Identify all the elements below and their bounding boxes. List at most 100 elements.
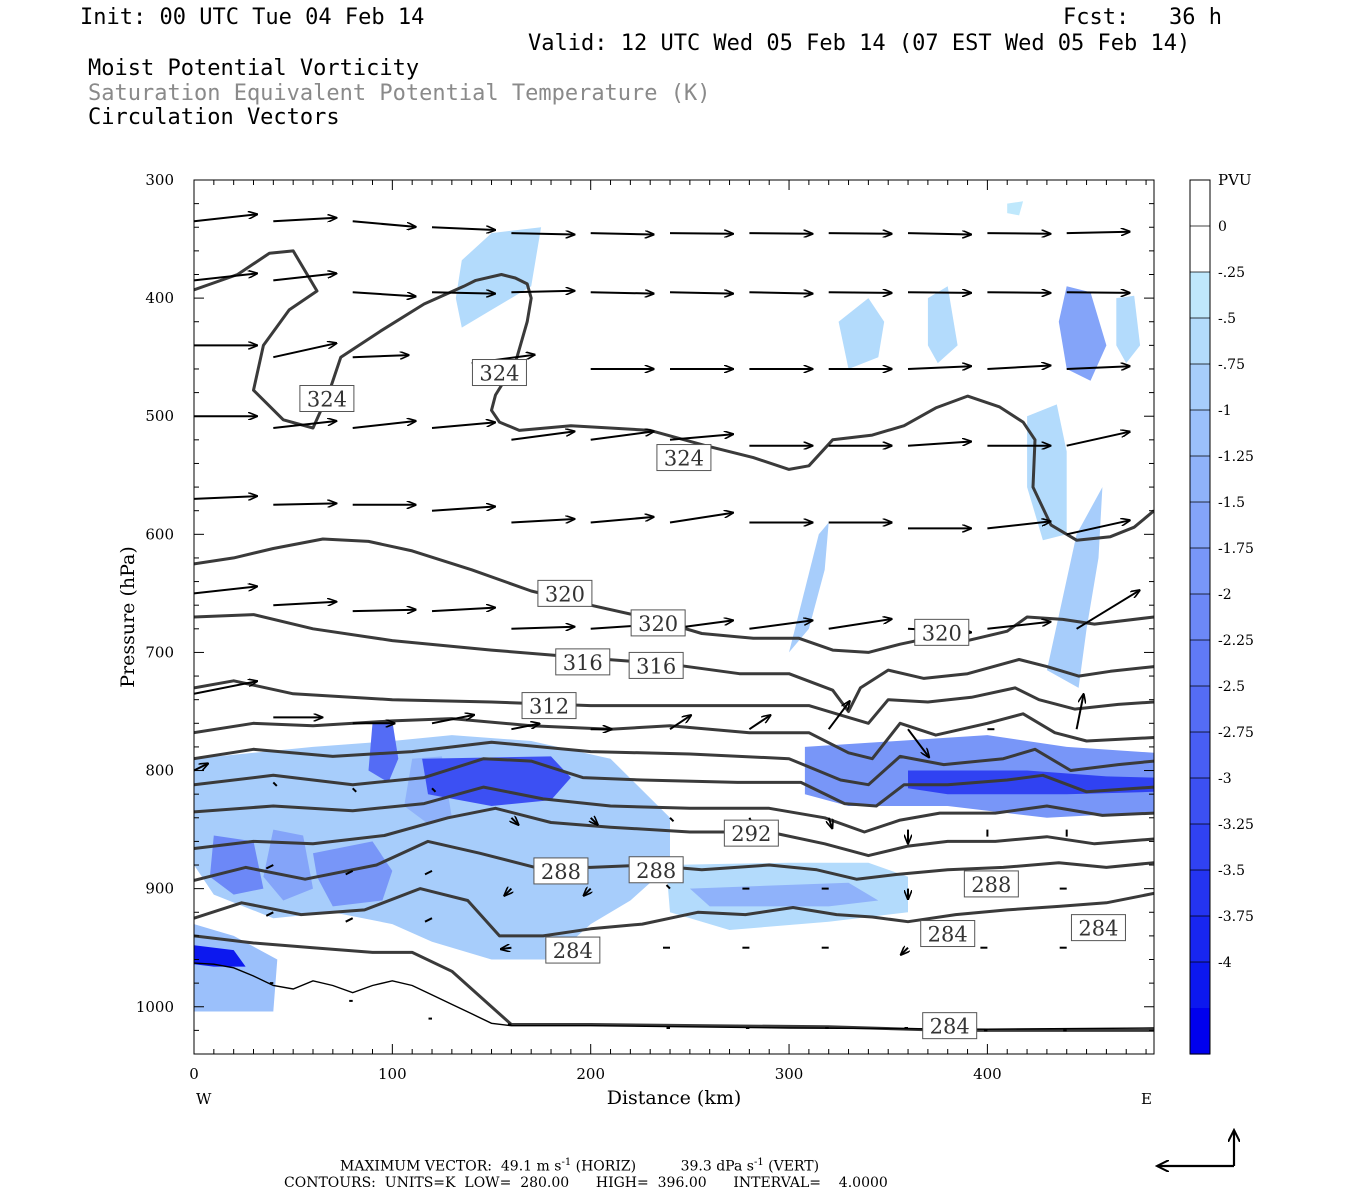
circulation-vector (591, 818, 598, 825)
colorbar-swatch (1190, 594, 1210, 641)
contour-label-box (963, 870, 1019, 898)
contour-label-text: 320 (638, 612, 678, 636)
y-axis: 300 400 500 600 700 800 900 1000 (136, 171, 1154, 1031)
circulation-vector (431, 422, 495, 429)
circulation-vector (504, 889, 511, 896)
pv-region (1046, 487, 1103, 688)
field-title-mpv: Moist Potential Vorticity (88, 56, 420, 81)
contour-label-box (299, 385, 355, 412)
colorbar-swatch (1190, 502, 1210, 549)
circulation-vector (431, 608, 495, 613)
horiz-exponent: -1 (561, 1157, 572, 1168)
contour-label: 324 (471, 359, 527, 387)
circulation-vector (907, 728, 929, 757)
circulation-vector (1076, 590, 1140, 630)
circulation-vector (828, 292, 892, 293)
circulation-vector (424, 870, 433, 876)
colorbar-swatch (1190, 732, 1210, 779)
colorbar-swatch (1190, 272, 1210, 319)
circulation-vector (351, 787, 357, 793)
circulation-vector (907, 366, 971, 369)
circulation-vector (987, 622, 1050, 630)
circulation-vector (431, 787, 437, 793)
contour-label-box (537, 579, 593, 607)
circulation-vector (352, 610, 416, 611)
circulation-vector (907, 233, 971, 234)
circulation-vector (669, 715, 691, 731)
isentrope-284 (194, 887, 1154, 938)
horiz-vector-value: 49.1 m s (500, 1158, 562, 1175)
circulation-vector (431, 292, 495, 293)
colorbar-swatch (1190, 962, 1210, 1009)
contour-label: 316 (628, 651, 684, 679)
contour-label-box (630, 609, 686, 637)
y-tick-label: 400 (145, 289, 174, 307)
contour-label-text: 320 (545, 582, 585, 606)
colorbar-swatch (1190, 824, 1210, 871)
contour-label-text: 316 (563, 651, 603, 675)
contours-info-line: CONTOURS: UNITS=K LOW= 280.00 HIGH= 396.… (284, 1175, 888, 1191)
x-tick-label: 200 (576, 1065, 605, 1083)
pv-region (789, 522, 829, 653)
circulation-vector (590, 431, 654, 441)
contour-label-box (922, 1012, 978, 1040)
colorbar-swatch (1190, 870, 1210, 917)
circulation-vector (273, 421, 336, 429)
contour-label-box (723, 819, 779, 847)
colorbar-label: -1.25 (1218, 449, 1254, 465)
circulation-vector (907, 442, 971, 447)
isentrope-316 (194, 613, 1154, 713)
circulation-vector (431, 507, 495, 512)
circulation-vector (273, 218, 336, 223)
circulation-vector (590, 233, 654, 234)
circulation-vector (511, 233, 574, 234)
circulation-vector (907, 292, 971, 293)
y-tick-label: 500 (145, 407, 174, 425)
contour-label-text: 284 (930, 1015, 970, 1039)
colorbar-swatch (1190, 456, 1210, 503)
max-vector-line: MAXIMUM VECTOR: 49.1 m s-1 (HORIZ) 39.3 … (340, 1157, 819, 1175)
colorbar-label: -1.5 (1218, 495, 1245, 511)
y-tick-label: 300 (145, 171, 174, 189)
y-axis-title: Pressure (hPa) (117, 546, 139, 688)
circulation-vector (511, 818, 518, 825)
x-tick-label: 400 (973, 1065, 1002, 1083)
circulation-vector (345, 917, 354, 923)
circulation-vector (987, 233, 1050, 234)
isentrope-296 (194, 785, 1154, 834)
horiz-vector-unit: (HORIZ) (575, 1158, 637, 1175)
contour-label: 284 (545, 936, 601, 964)
colorbar-label: -4 (1218, 955, 1232, 971)
circulation-vector (273, 503, 336, 504)
circulation-vector (345, 870, 354, 876)
circulation-vector (669, 233, 733, 234)
x-tick-label: 300 (775, 1065, 804, 1083)
x-tick-label: 100 (378, 1065, 407, 1083)
x-axis: 0 100 200 300 400 (189, 180, 1147, 1083)
colorbar-swatch (1190, 916, 1210, 963)
colorbar-swatch (1190, 548, 1210, 595)
circulation-vector (352, 355, 409, 357)
colorbar-swatch (1190, 180, 1210, 227)
circulation-vector (511, 519, 574, 524)
colorbar-label: -2 (1218, 587, 1232, 603)
pv-region (908, 770, 1154, 795)
circulation-vector (987, 366, 1050, 370)
circulation-vector (273, 273, 336, 282)
contour-label: 284 (1070, 914, 1126, 942)
circulation-vector (265, 911, 274, 917)
circulation-vector (749, 233, 812, 234)
isentrope-324 (194, 249, 1154, 542)
contour-label-box (533, 857, 589, 885)
circulation-vector (1066, 366, 1130, 369)
colorbar-label: -2.25 (1218, 633, 1254, 649)
circulation-vector (194, 764, 208, 772)
circulation-vector (424, 917, 433, 923)
contour-label: 284 (922, 1012, 978, 1040)
y-tick-label: 1000 (136, 998, 174, 1016)
contour-label: 324 (299, 385, 355, 412)
contour-label-text: 324 (664, 447, 704, 471)
isentrope-304 (194, 740, 1154, 787)
vert-vector-unit: (VERT) (768, 1158, 820, 1175)
pv-region (209, 835, 264, 895)
